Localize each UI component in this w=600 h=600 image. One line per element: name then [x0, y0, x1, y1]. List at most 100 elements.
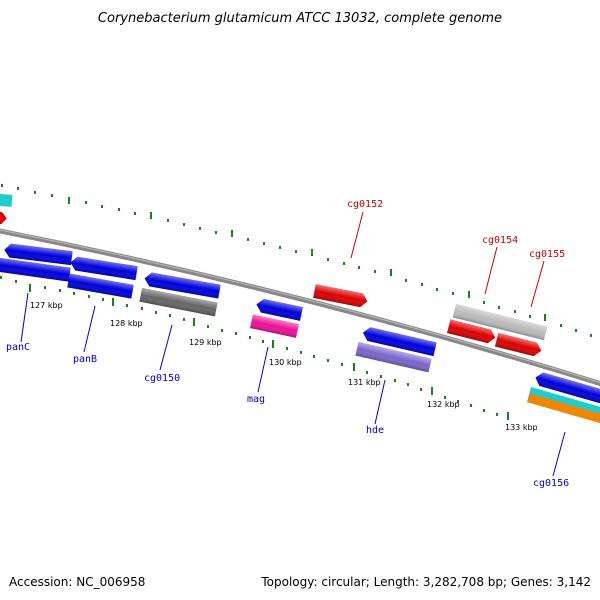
tick-label-131: 131 kbp: [348, 378, 381, 387]
inner-dot: [394, 379, 396, 382]
leader-cg0155: [530, 260, 545, 308]
inner-tick-major: [507, 412, 509, 420]
inner-dot: [366, 371, 368, 374]
genome-backbone-highlight: [0, 229, 600, 383]
outer-tick-major: [544, 314, 546, 321]
gene-label-panB[interactable]: panB: [73, 354, 97, 365]
gene-label-mag[interactable]: mag: [247, 394, 265, 405]
inner-dot: [141, 307, 143, 310]
outer-dot: [101, 205, 103, 208]
tick-label-133: 133 kbp: [505, 423, 538, 432]
inner-dot: [207, 325, 209, 328]
inner-tick-ring: [0, 276, 509, 420]
outer-dot: [498, 306, 500, 309]
tick-label-132: 132 kbp: [427, 400, 460, 409]
outer-dot: [247, 238, 249, 241]
gene-label-cg0156[interactable]: cg0156: [533, 478, 569, 489]
inner-tick-major: [272, 340, 274, 348]
outer-dot: [17, 187, 19, 190]
outer-dot: [85, 201, 87, 204]
inner-dot: [169, 314, 171, 317]
inner-dot: [73, 292, 75, 295]
outer-dot: [529, 315, 531, 318]
inner-dot: [380, 375, 382, 378]
label-leaders: [20, 211, 566, 477]
outer-tick-major: [390, 269, 392, 276]
inner-dot: [407, 383, 409, 386]
accession-text: Accession: NC_006958: [9, 575, 145, 589]
outer-dot: [134, 212, 136, 215]
outer-dot: [452, 292, 454, 295]
inner-dot: [183, 318, 185, 321]
outer-tick-major: [68, 197, 70, 204]
outer-dot: [34, 191, 36, 194]
gene-labels: panC panB cg0150 mag hde cg0156 cg0152 c…: [6, 199, 569, 489]
gene-arrow-red[interactable]: [0, 211, 7, 225]
outer-tick-ring: [1, 184, 592, 337]
outer-dot: [483, 301, 485, 304]
outer-dot: [560, 324, 562, 327]
outer-dot: [215, 231, 217, 234]
inner-dot: [262, 340, 264, 343]
outer-dot: [118, 208, 120, 211]
outer-dot: [514, 310, 516, 313]
inner-dot: [420, 388, 422, 391]
leader-hde: [374, 379, 386, 425]
leader-cg0154: [484, 246, 498, 295]
gene-label-hde[interactable]: hde: [366, 425, 384, 436]
outer-dot: [374, 270, 376, 273]
leader-cg0152: [350, 211, 364, 259]
forward-genes: [0, 193, 548, 357]
gene-arrow-cg0156[interactable]: [526, 393, 600, 424]
outer-dot: [327, 258, 329, 261]
inner-dot: [327, 359, 329, 362]
leader-panC: [20, 292, 29, 343]
outer-dot: [295, 250, 297, 253]
inner-dot: [249, 336, 251, 339]
inner-tick-major: [29, 284, 31, 292]
leader-cg0150: [159, 324, 173, 371]
inner-dot: [221, 329, 223, 332]
gene-label-cg0155[interactable]: cg0155: [529, 249, 565, 260]
outer-tick-major: [468, 291, 470, 298]
inner-dot: [444, 396, 446, 399]
outer-dot: [1, 184, 3, 187]
outer-tick-major: [311, 249, 313, 256]
inner-tick-major: [431, 387, 433, 395]
outer-dot: [343, 262, 345, 265]
inner-dot: [286, 347, 288, 350]
gene-label-cg0154[interactable]: cg0154: [482, 235, 518, 246]
leader-mag: [257, 346, 269, 393]
inner-dot: [300, 351, 302, 354]
outer-dot: [590, 334, 592, 337]
gene-label-cg0152[interactable]: cg0152: [347, 199, 383, 210]
inner-dot: [341, 363, 343, 366]
gene-arrow-cyan[interactable]: [0, 193, 13, 207]
reverse-genes: [0, 243, 600, 424]
map-title: Corynebacterium glutamicum ATCC 13032, c…: [98, 11, 502, 26]
inner-dot: [44, 286, 46, 289]
gene-label-panC[interactable]: panC: [6, 342, 30, 353]
topology-text: Topology: circular; Length: 3,282,708 bp…: [260, 575, 591, 589]
tick-labels: 127 kbp 128 kbp 129 kbp 130 kbp 131 kbp …: [30, 301, 538, 432]
leader-panB: [83, 305, 96, 353]
inner-dot: [155, 311, 157, 314]
outer-dot: [436, 288, 438, 291]
inner-dot: [470, 404, 472, 407]
outer-dot: [421, 283, 423, 286]
tick-label-130: 130 kbp: [269, 358, 302, 367]
inner-dot: [102, 298, 104, 301]
inner-tick-major: [112, 298, 114, 306]
gene-arrow-cyan[interactable]: [528, 387, 600, 416]
inner-dot: [457, 400, 459, 403]
inner-tick-major: [193, 318, 195, 326]
inner-tick-major: [353, 363, 355, 371]
inner-dot: [235, 332, 237, 335]
outer-dot: [405, 279, 407, 282]
outer-dot: [279, 246, 281, 249]
outer-dot: [263, 242, 265, 245]
gene-label-cg0150[interactable]: cg0150: [144, 373, 180, 384]
inner-dot: [59, 289, 61, 292]
